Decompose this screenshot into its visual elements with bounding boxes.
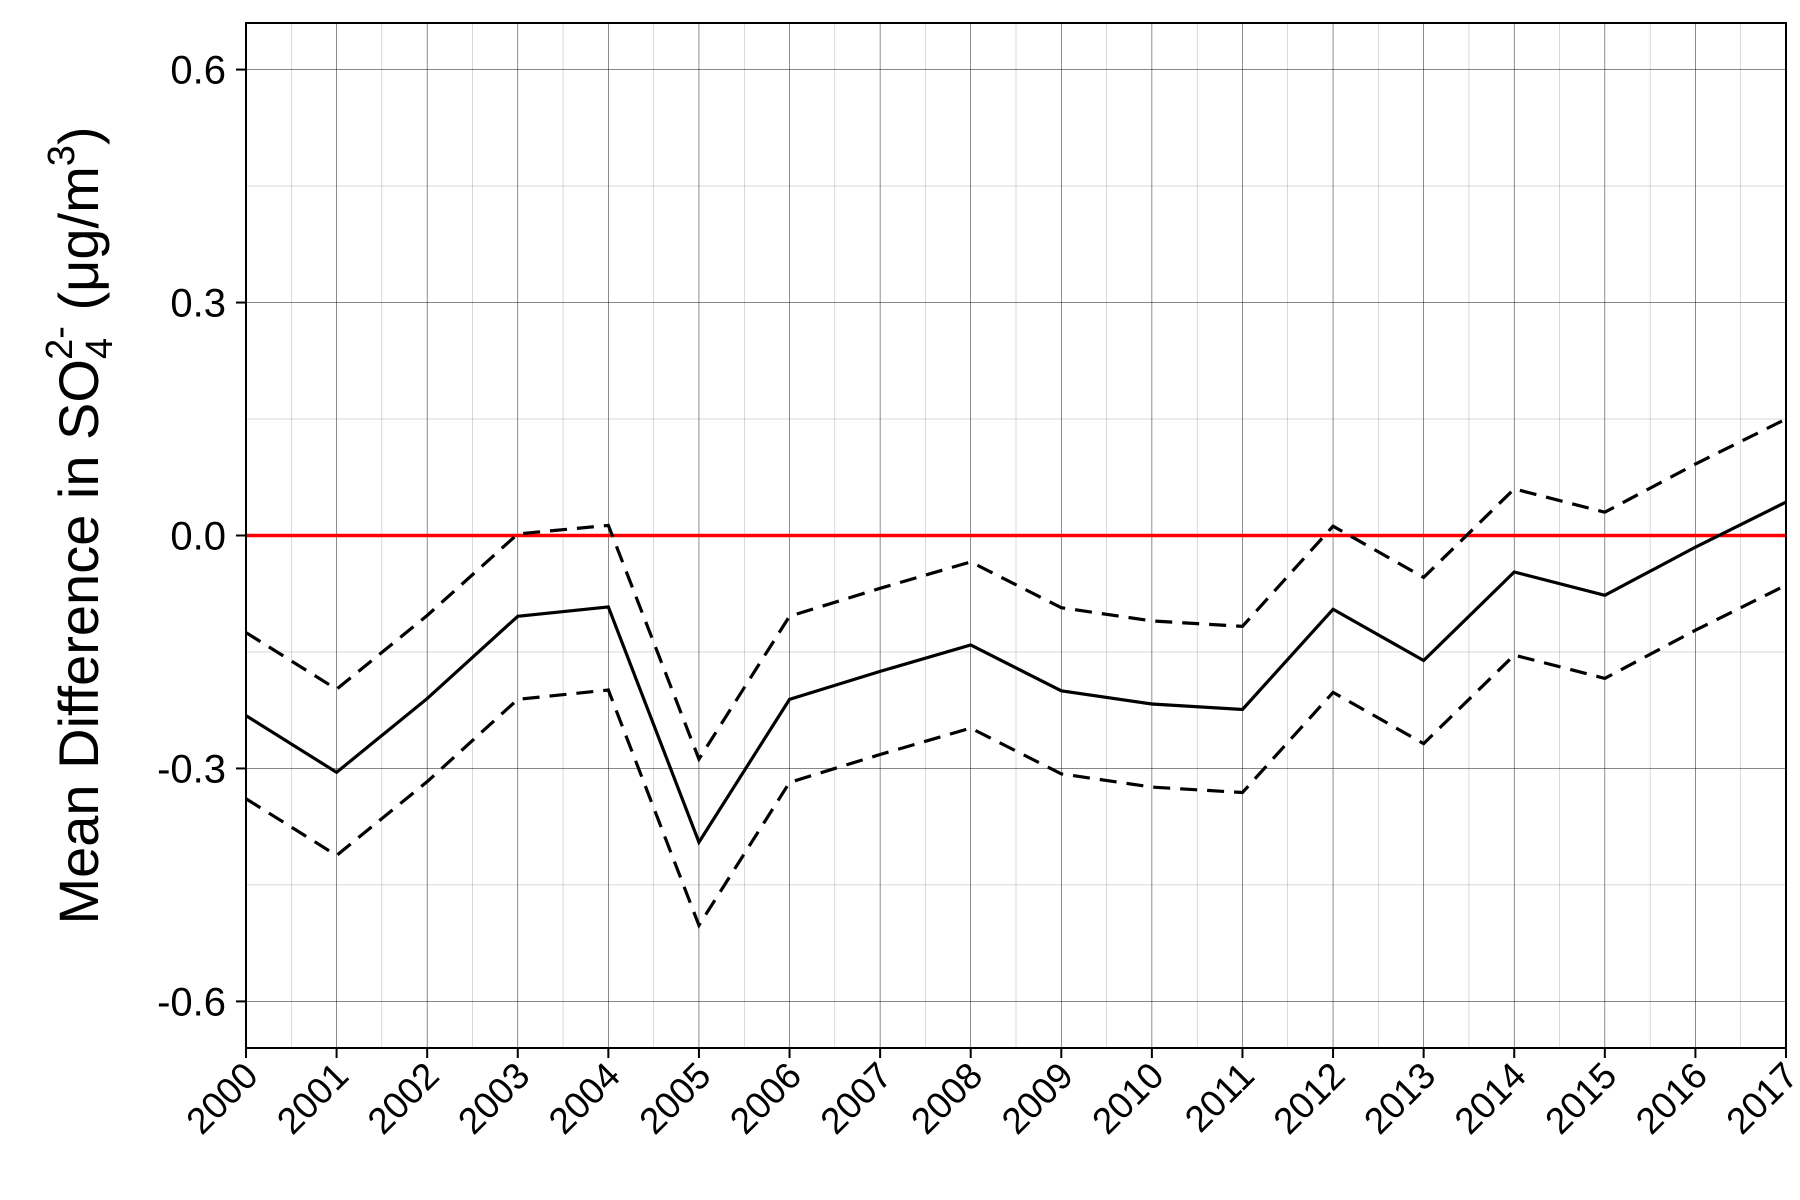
x-tick-label: 2000 [178, 1055, 265, 1142]
x-tick-label: 2012 [1266, 1055, 1353, 1142]
series-line-mean [245, 500, 1787, 846]
x-tick-label: 2013 [1356, 1055, 1443, 1142]
y-axis-label-units-close: ) [47, 126, 110, 145]
y-axis-label-units-power: 3 [41, 145, 83, 166]
x-tick-label: 2003 [450, 1055, 537, 1142]
y-axis-label-units-open: (μg/m [47, 166, 110, 326]
x-tick-label: 2009 [994, 1055, 1081, 1142]
y-axis-label-subscript: 4 [79, 338, 121, 359]
x-tick-labels: 2000 2001 2002 2003 2004 2005 2006 2007 2008 2009… [178, 1055, 1800, 1142]
x-tick-label: 2005 [631, 1055, 718, 1142]
y-tick-label: 0.6 [170, 49, 226, 93]
y-tick-labels: -0.6 -0.3 0.0 0.3 0.6 [157, 49, 226, 1025]
x-tick-label: 2006 [722, 1055, 809, 1142]
y-tick-label: 0.3 [170, 282, 226, 326]
x-tick-label: 2016 [1628, 1055, 1715, 1142]
x-tick-label: 2010 [1084, 1055, 1171, 1142]
series-group [245, 417, 1787, 929]
axis-ticks [236, 68, 1787, 1058]
x-tick-label: 2008 [903, 1055, 990, 1142]
x-tick-label: 2001 [269, 1055, 356, 1142]
x-tick-label: 2015 [1537, 1055, 1624, 1142]
series-line-upper-bound [245, 417, 1787, 763]
x-tick-label: 2002 [360, 1055, 447, 1142]
series-line-lower-bound [245, 583, 1787, 929]
x-tick-label: 2014 [1447, 1055, 1534, 1142]
y-tick-label: 0.0 [170, 515, 226, 559]
x-tick-label: 2007 [813, 1055, 900, 1142]
y-tick-label: -0.3 [157, 747, 226, 791]
x-tick-label: 2004 [541, 1055, 628, 1142]
y-tick-label: -0.6 [157, 980, 226, 1024]
y-axis-label: Mean Difference in SO42- (μg/m3) [39, 126, 121, 924]
y-axis-label-prefix: Mean Difference in SO [47, 359, 110, 924]
y-axis-label-superscript: 2- [39, 326, 81, 360]
x-tick-label: 2011 [1177, 1055, 1262, 1140]
x-tick-label: 2017 [1718, 1055, 1800, 1142]
